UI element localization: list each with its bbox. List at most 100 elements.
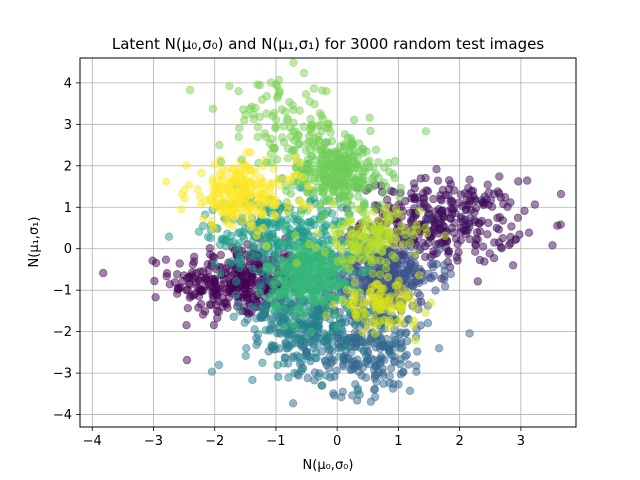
scatter-point	[196, 299, 206, 309]
scatter-point	[238, 216, 247, 226]
scatter-point	[337, 343, 346, 352]
scatter-point	[212, 306, 222, 316]
scatter-point	[295, 106, 304, 115]
scatter-point	[305, 202, 314, 211]
y-tick-label: 4	[64, 76, 72, 91]
scatter-point	[207, 216, 216, 226]
scatter-point	[324, 150, 333, 159]
scatter-point	[239, 233, 249, 243]
scatter-point	[353, 253, 362, 262]
scatter-point	[189, 291, 198, 300]
scatter-point	[234, 132, 243, 142]
scatter-point	[320, 329, 329, 338]
scatter-point	[254, 226, 263, 235]
scatter-point	[514, 177, 523, 186]
y-tick-label: −4	[53, 408, 72, 423]
x-tick-label: −3	[144, 434, 163, 449]
scatter-point	[318, 86, 327, 95]
scatter-point	[307, 254, 316, 263]
scatter-point	[366, 126, 375, 136]
scatter-point	[365, 113, 374, 122]
scatter-point	[366, 397, 376, 406]
scatter-point	[413, 288, 422, 298]
scatter-point	[346, 215, 356, 224]
scatter-point	[294, 334, 303, 343]
scatter-point	[314, 372, 323, 381]
scatter-point	[478, 242, 488, 251]
scatter-point	[374, 158, 383, 167]
scatter-point	[337, 192, 346, 201]
scatter-point	[271, 212, 280, 221]
scatter-point	[353, 204, 363, 214]
scatter-point	[437, 196, 446, 205]
scatter-point	[98, 268, 108, 278]
scatter-point	[377, 247, 387, 257]
scatter-point	[303, 261, 313, 271]
scatter-point	[404, 360, 413, 369]
scatter-point	[184, 180, 194, 190]
scatter-point	[302, 351, 311, 361]
scatter-point	[313, 121, 322, 131]
scatter-point	[233, 246, 242, 256]
scatter-point	[503, 202, 512, 211]
scatter-point	[368, 269, 377, 278]
scatter-point	[236, 204, 245, 214]
scatter-point	[493, 213, 502, 223]
scatter-point	[307, 327, 316, 336]
scatter-point	[248, 375, 257, 385]
scatter-point	[412, 367, 421, 376]
scatter-point	[306, 168, 315, 178]
scatter-point	[392, 318, 401, 328]
scatter-point	[217, 234, 226, 244]
scatter-point	[249, 241, 259, 251]
scatter-point	[317, 215, 326, 224]
scatter-point	[322, 371, 331, 380]
scatter-point	[524, 228, 534, 237]
scatter-point	[291, 322, 300, 332]
scatter-point	[422, 202, 431, 211]
scatter-point	[385, 372, 394, 381]
scatter-point	[520, 206, 529, 216]
scatter-point	[487, 202, 497, 211]
scatter-point	[236, 272, 246, 281]
scatter-point	[178, 277, 187, 286]
scatter-point	[421, 127, 431, 136]
scatter-point	[295, 158, 304, 168]
scatter-point	[309, 84, 319, 93]
y-axis-label: N(μ₁,σ₁)	[27, 217, 42, 268]
scatter-point	[212, 290, 222, 300]
scatter-point	[332, 366, 341, 375]
scatter-point	[259, 210, 268, 220]
scatter-point	[454, 198, 464, 207]
scatter-point	[314, 132, 323, 141]
scatter-point	[462, 200, 471, 210]
scatter-point	[393, 280, 402, 290]
scatter-point	[473, 277, 482, 286]
scatter-point	[395, 192, 404, 201]
scatter-point	[258, 358, 267, 367]
scatter-point	[195, 192, 205, 201]
scatter-point	[235, 195, 244, 205]
scatter-point	[306, 114, 315, 124]
scatter-point	[286, 189, 296, 198]
scatter-point	[257, 178, 266, 188]
scatter-point	[475, 227, 485, 236]
scatter-point	[389, 379, 398, 389]
scatter-point	[380, 163, 389, 172]
scatter-point	[151, 258, 161, 268]
scatter-point	[369, 177, 378, 186]
scatter-point	[329, 163, 339, 172]
scatter-point	[414, 271, 424, 280]
scatter-point	[358, 217, 367, 227]
scatter-point	[237, 155, 247, 164]
scatter-point	[196, 287, 205, 296]
scatter-point	[375, 359, 385, 369]
x-tick-label: 2	[456, 434, 464, 449]
scatter-point	[337, 220, 346, 230]
scatter-point	[423, 318, 433, 328]
scatter-point	[193, 185, 202, 194]
scatter-point	[421, 223, 430, 232]
scatter-point	[333, 281, 342, 290]
scatter-point	[309, 335, 319, 344]
scatter-point	[294, 278, 303, 288]
